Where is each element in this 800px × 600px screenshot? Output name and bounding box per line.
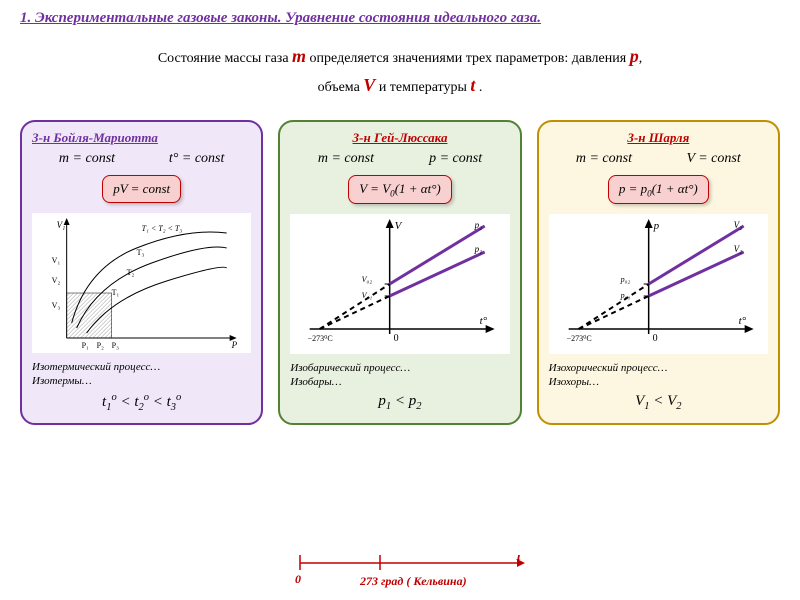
- main-title: 1. Экспериментальные газовые законы. Ура…: [20, 10, 780, 27]
- panel3-formula: p = p0(1 + αt°): [608, 175, 709, 205]
- panel3-process2: Изохоры…: [549, 376, 768, 388]
- svg-text:T₁ < T₂ < T₃: T₁ < T₂ < T₃: [142, 224, 183, 233]
- svg-text:V₁: V₁: [57, 220, 66, 230]
- svg-text:−273⁰C: −273⁰C: [566, 334, 591, 343]
- svg-text:P₃: P₃: [112, 341, 119, 350]
- svg-text:p: p: [652, 220, 659, 232]
- svg-text:T₂: T₂: [127, 268, 135, 277]
- panel-gay-lussac: З-н Гей-Люссака m = const p = const V = …: [278, 120, 521, 425]
- svg-text:t°: t°: [738, 315, 746, 327]
- svg-text:V₁: V₁: [52, 256, 61, 265]
- panel1-process1: Изотермический процесс…: [32, 361, 251, 373]
- intro-text: Состояние массы газа m определяется знач…: [20, 42, 780, 100]
- svg-text:P: P: [231, 340, 238, 350]
- svg-text:V₃: V₃: [52, 301, 61, 310]
- panel3-process1: Изохорический процесс…: [549, 362, 768, 374]
- panel2-relation: p1 < p2: [290, 393, 509, 412]
- svg-text:P₁: P₁: [82, 341, 89, 350]
- panels-row: З-н Бойля-Мариотта m = const t° = const …: [20, 120, 780, 425]
- svg-text:p₀₁: p₀₁: [619, 291, 630, 300]
- panel1-graph: V₁ P T₁ < T₂ < T₃ T₃ T₂ T₁ V₁ V₂ V₃: [32, 213, 251, 353]
- panel1-formula: pV = const: [102, 175, 181, 203]
- panel2-conditions: m = const p = const: [290, 151, 509, 167]
- svg-text:p₀₂: p₀₂: [619, 275, 630, 284]
- panel2-title: З-н Гей-Люссака: [290, 130, 509, 146]
- svg-text:0: 0: [652, 333, 657, 344]
- svg-text:273 град ( Кельвина): 273 град ( Кельвина): [359, 574, 467, 588]
- svg-text:0: 0: [295, 572, 301, 586]
- svg-text:T: T: [515, 555, 523, 563]
- svg-text:0: 0: [394, 333, 399, 344]
- panel3-relation: V1 < V2: [549, 393, 768, 412]
- svg-text:t°: t°: [480, 315, 488, 327]
- panel3-graph: p t° 0 −273⁰C V₂ V₁ p₀₂ p₀₁: [549, 214, 768, 354]
- panel-charles: З-н Шарля m = const V = const p = p0(1 +…: [537, 120, 780, 425]
- panel3-conditions: m = const V = const: [549, 151, 768, 167]
- kelvin-axis: 0 T 273 град ( Кельвина): [260, 555, 560, 595]
- svg-text:p₁: p₁: [474, 244, 483, 254]
- svg-text:V₂: V₂: [52, 276, 61, 285]
- svg-text:V₀₂: V₀₂: [362, 275, 373, 284]
- panel2-process2: Изобары…: [290, 376, 509, 388]
- svg-text:p₂: p₂: [474, 220, 483, 230]
- svg-text:V₂: V₂: [733, 220, 742, 230]
- svg-text:P₂: P₂: [97, 341, 104, 350]
- panel1-process2: Изотермы…: [32, 375, 251, 387]
- panel1-relation: t1o < t2o < t3o: [32, 392, 251, 413]
- panel1-title: З-н Бойля-Мариотта: [32, 130, 251, 146]
- svg-text:V₀₁: V₀₁: [362, 291, 373, 300]
- svg-text:V: V: [395, 220, 403, 232]
- svg-text:T₃: T₃: [137, 248, 145, 257]
- svg-text:T₁: T₁: [112, 288, 120, 297]
- panel-boyle-mariotte: З-н Бойля-Мариотта m = const t° = const …: [20, 120, 263, 425]
- panel2-graph: V t° 0 −273⁰C p₂ p₁ V₀₂ V₀₁: [290, 214, 509, 354]
- svg-text:V₁: V₁: [733, 244, 742, 254]
- panel2-formula: V = V0(1 + αt°): [348, 175, 452, 205]
- svg-text:−273⁰C: −273⁰C: [308, 334, 333, 343]
- panel3-title: З-н Шарля: [549, 130, 768, 146]
- panel1-conditions: m = const t° = const: [32, 151, 251, 167]
- panel2-process1: Изобарический процесс…: [290, 362, 509, 374]
